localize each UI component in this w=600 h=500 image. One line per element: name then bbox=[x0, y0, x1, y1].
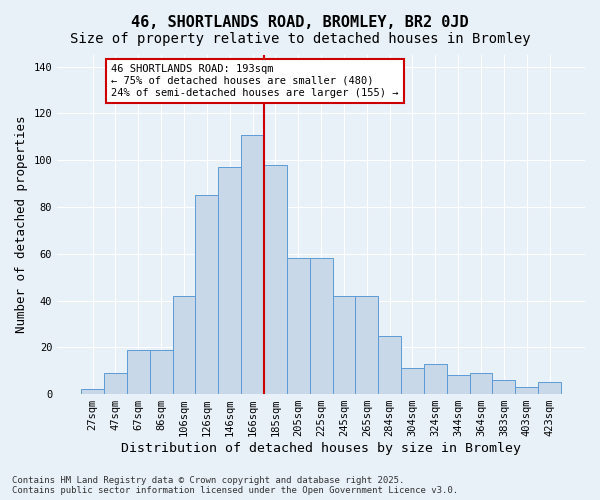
Bar bbox=[401, 368, 424, 394]
Bar bbox=[378, 336, 401, 394]
Bar bbox=[310, 258, 332, 394]
Bar bbox=[81, 390, 104, 394]
Text: 46 SHORTLANDS ROAD: 193sqm
← 75% of detached houses are smaller (480)
24% of sem: 46 SHORTLANDS ROAD: 193sqm ← 75% of deta… bbox=[111, 64, 398, 98]
Bar bbox=[173, 296, 196, 394]
Text: 46, SHORTLANDS ROAD, BROMLEY, BR2 0JD: 46, SHORTLANDS ROAD, BROMLEY, BR2 0JD bbox=[131, 15, 469, 30]
Y-axis label: Number of detached properties: Number of detached properties bbox=[15, 116, 28, 334]
Bar bbox=[196, 196, 218, 394]
Text: Contains HM Land Registry data © Crown copyright and database right 2025.
Contai: Contains HM Land Registry data © Crown c… bbox=[12, 476, 458, 495]
Bar bbox=[150, 350, 173, 394]
Bar bbox=[287, 258, 310, 394]
X-axis label: Distribution of detached houses by size in Bromley: Distribution of detached houses by size … bbox=[121, 442, 521, 455]
Bar bbox=[264, 165, 287, 394]
Bar bbox=[218, 167, 241, 394]
Bar bbox=[355, 296, 378, 394]
Bar bbox=[470, 373, 493, 394]
Bar bbox=[332, 296, 355, 394]
Bar bbox=[104, 373, 127, 394]
Text: Size of property relative to detached houses in Bromley: Size of property relative to detached ho… bbox=[70, 32, 530, 46]
Bar bbox=[447, 376, 470, 394]
Bar bbox=[515, 387, 538, 394]
Bar bbox=[493, 380, 515, 394]
Bar bbox=[424, 364, 447, 394]
Bar bbox=[241, 134, 264, 394]
Bar bbox=[538, 382, 561, 394]
Bar bbox=[127, 350, 150, 394]
